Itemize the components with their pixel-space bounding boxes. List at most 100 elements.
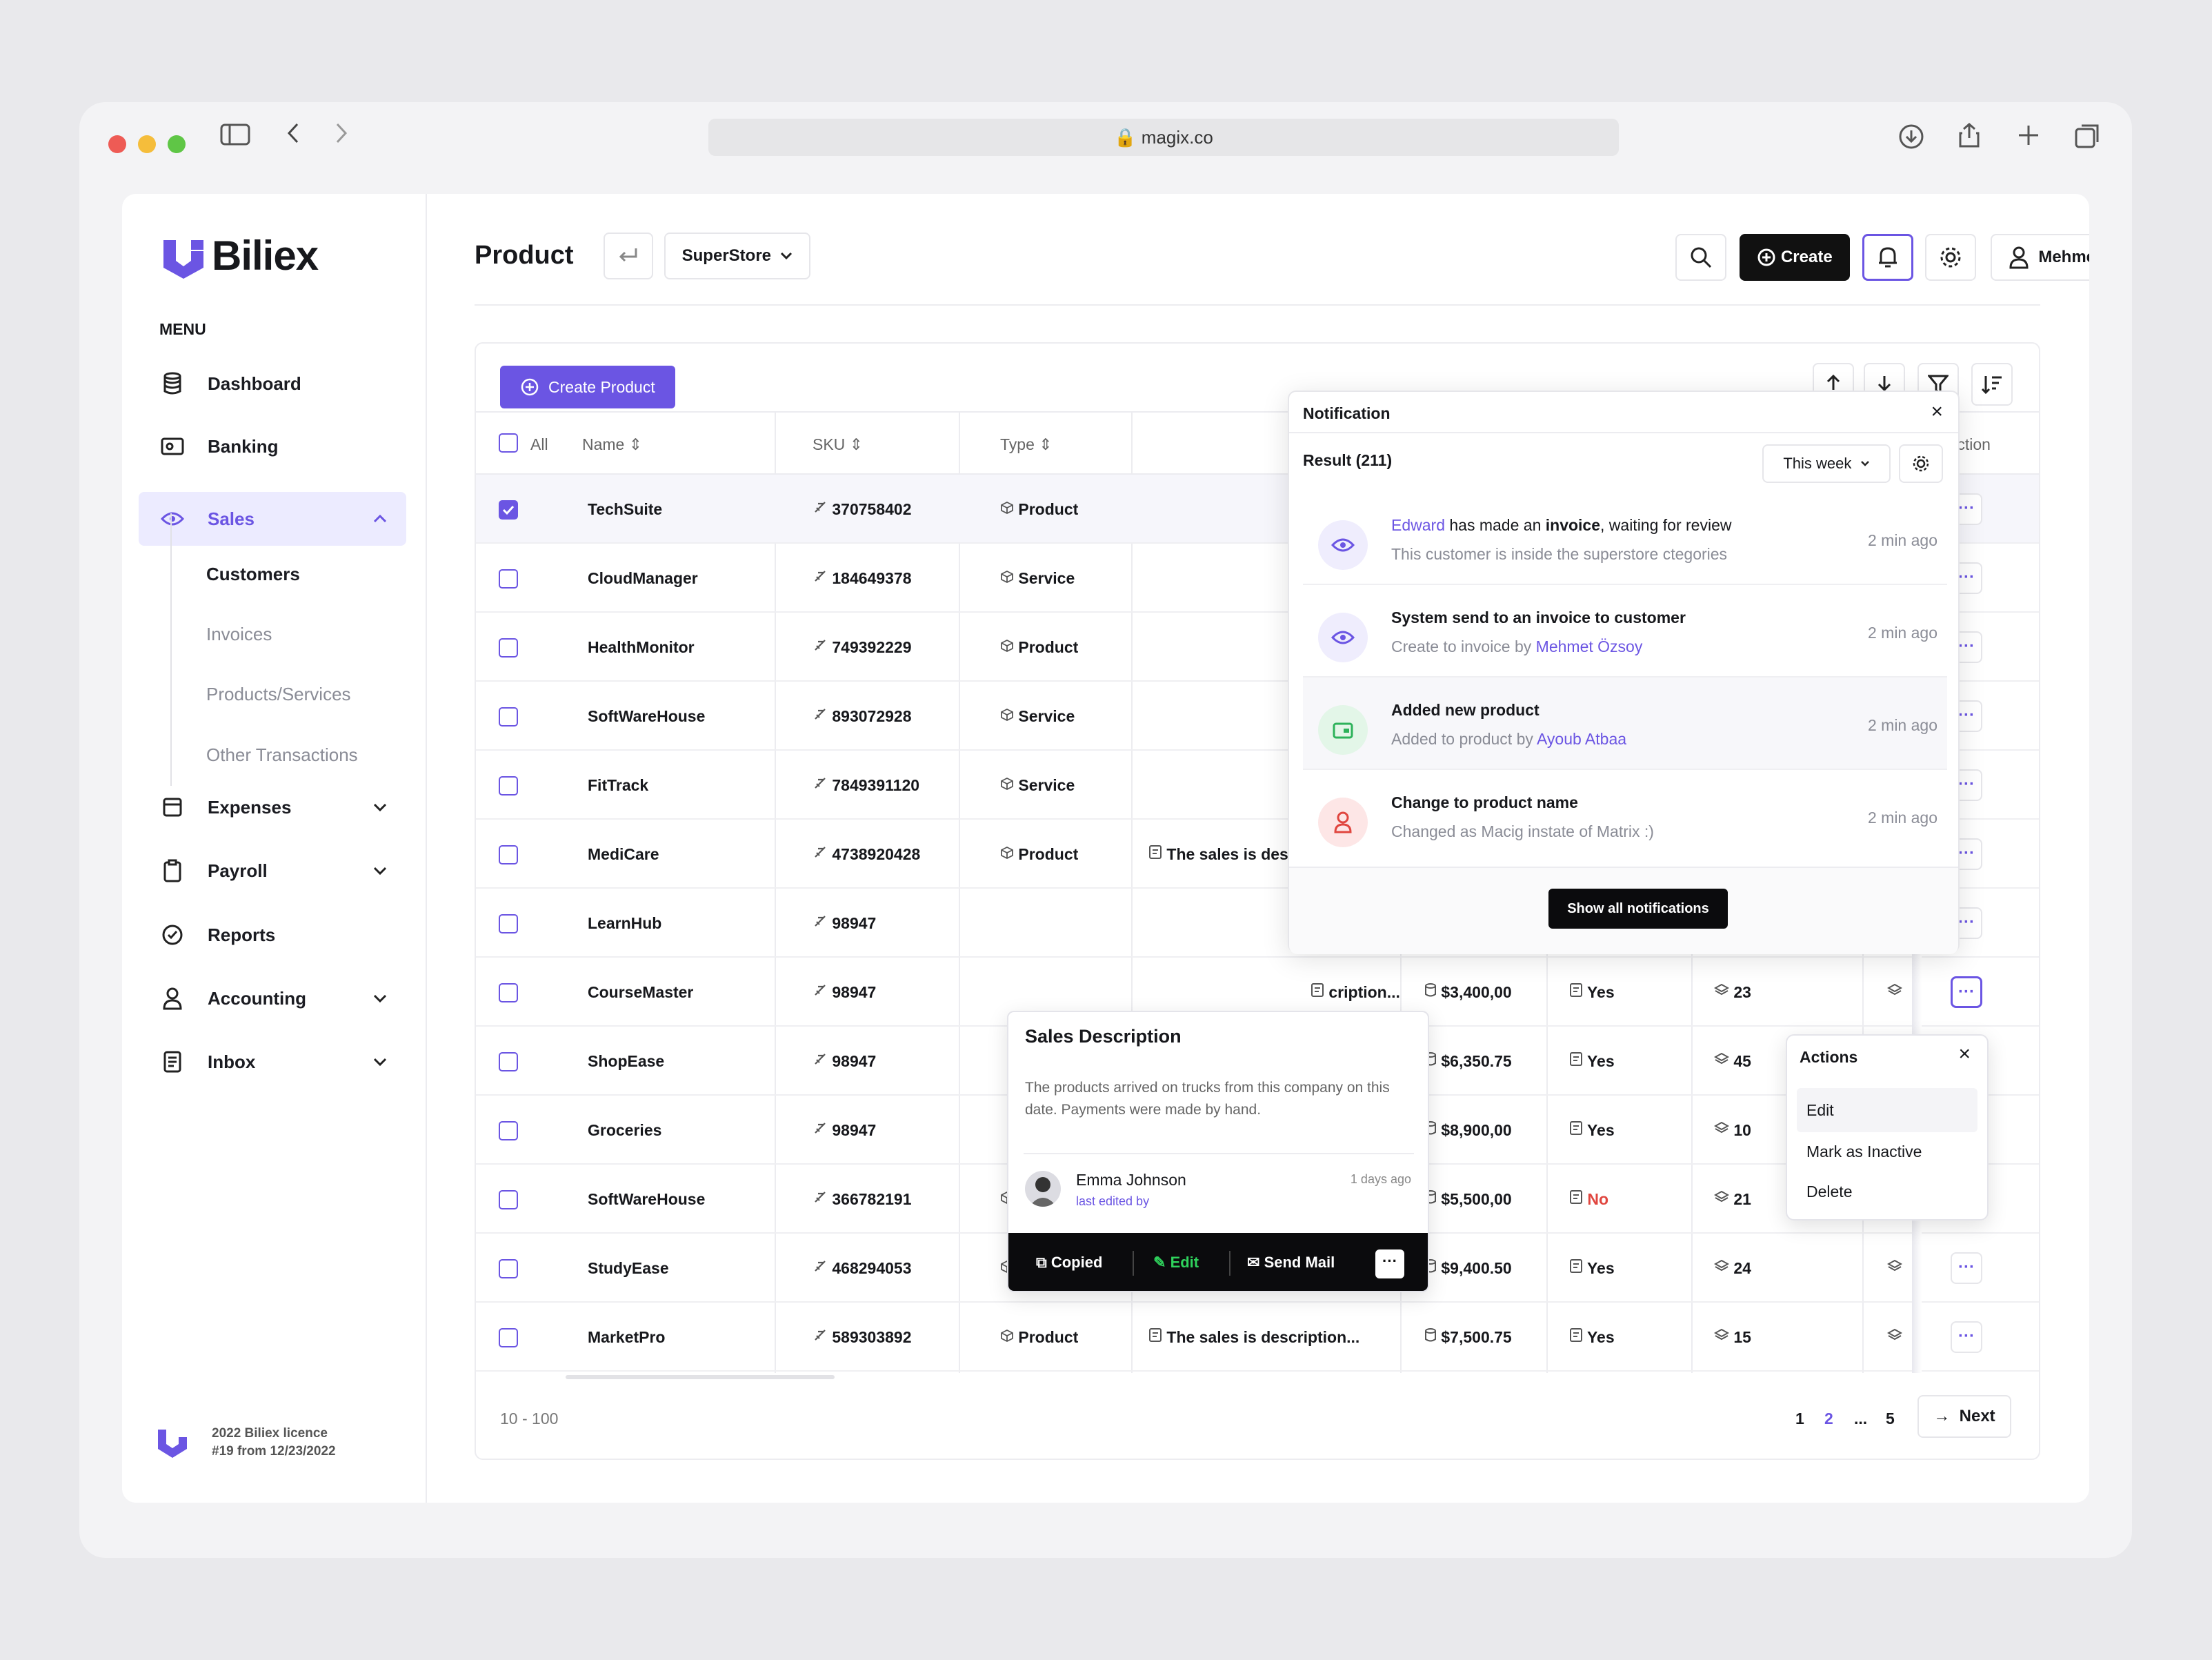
action-delete[interactable]: Delete xyxy=(1806,1183,1853,1200)
send-mail-button[interactable]: ✉ Send Mail xyxy=(1247,1254,1335,1272)
cell-description: cription... xyxy=(1328,983,1400,1001)
actor-link[interactable]: Edward xyxy=(1391,516,1445,534)
notification-settings-button[interactable] xyxy=(1899,444,1943,483)
copy-button[interactable]: ⧉ Copied xyxy=(1036,1254,1102,1272)
row-checkbox[interactable] xyxy=(499,500,518,520)
share-icon[interactable] xyxy=(1957,121,1982,155)
download-icon[interactable] xyxy=(1897,123,1925,157)
nav-sales[interactable]: Sales xyxy=(139,492,406,546)
user-link[interactable]: Mehmet Özsoy xyxy=(1535,638,1643,655)
table-row[interactable]: CloudManager 184649378 Service ··· xyxy=(476,544,2039,613)
popup-body: The products arrived on trucks from this… xyxy=(1025,1080,1390,1118)
maximize-window-button[interactable] xyxy=(168,135,186,153)
user-link[interactable]: Ayoub Atbaa xyxy=(1537,730,1627,748)
notification-button[interactable] xyxy=(1862,234,1913,281)
actions-popup: Actions × Edit Mark as Inactive Delete xyxy=(1786,1034,1989,1221)
nav-inbox[interactable]: Inbox xyxy=(139,1035,406,1089)
more-button[interactable]: ··· xyxy=(1375,1249,1404,1278)
row-checkbox[interactable] xyxy=(499,1259,518,1278)
nav-label: Accounting xyxy=(208,987,306,1009)
notification-item[interactable]: System send to an invoice to customer Cr… xyxy=(1303,585,1947,678)
create-product-button[interactable]: Create Product xyxy=(500,366,675,408)
return-button[interactable] xyxy=(604,233,653,279)
show-all-notifications-button[interactable]: Show all notifications xyxy=(1548,889,1728,929)
action-mark-inactive[interactable]: Mark as Inactive xyxy=(1806,1143,1922,1160)
close-window-button[interactable] xyxy=(108,135,126,153)
action-edit[interactable]: Edit xyxy=(1797,1088,1977,1132)
notification-item[interactable]: Change to product name Changed as Macig … xyxy=(1303,770,1947,862)
edit-button[interactable]: ✎ Edit xyxy=(1153,1254,1199,1272)
create-button[interactable]: Create xyxy=(1740,234,1850,281)
search-button[interactable] xyxy=(1675,234,1726,281)
row-checkbox[interactable] xyxy=(499,707,518,727)
notification-subtext: Added to product by Ayoub Atbaa xyxy=(1391,730,1626,749)
row-action-button[interactable]: ··· xyxy=(1951,1252,1982,1284)
row-action-button[interactable]: ··· xyxy=(1951,976,1982,1008)
new-tab-icon[interactable] xyxy=(2016,123,2041,154)
nav-payroll[interactable]: Payroll xyxy=(139,844,406,898)
table-row[interactable]: SoftWareHouse 893072928 Service ··· xyxy=(476,682,2039,751)
browser-window: 🔒 magix.co Biliex MENU Dashboard Banking… xyxy=(79,102,2132,1558)
period-select[interactable]: This week xyxy=(1762,444,1891,483)
sort-button[interactable] xyxy=(1971,363,2013,406)
notification-text: Edward has made an invoice, waiting for … xyxy=(1391,516,1731,535)
notification-item[interactable]: Added new product Added to product by Ay… xyxy=(1303,678,1947,770)
row-checkbox[interactable] xyxy=(499,914,518,933)
row-checkbox[interactable] xyxy=(499,1190,518,1209)
close-icon[interactable]: × xyxy=(1958,1043,1971,1065)
nav-accounting[interactable]: Accounting xyxy=(139,971,406,1025)
row-checkbox[interactable] xyxy=(499,1328,518,1347)
page-5[interactable]: 5 xyxy=(1886,1410,1895,1427)
row-action-button[interactable]: ··· xyxy=(1951,562,1982,594)
cell-quantity: 23 xyxy=(1733,983,1751,1001)
row-checkbox[interactable] xyxy=(499,638,518,658)
notification-item[interactable]: Edward has made an invoice, waiting for … xyxy=(1303,493,1947,585)
col-sku[interactable]: SKU ⇕ xyxy=(813,413,863,476)
next-page-button[interactable]: → Next xyxy=(1917,1395,2011,1438)
table-row[interactable]: HealthMonitor 749392229 Product ··· xyxy=(476,613,2039,682)
row-checkbox[interactable] xyxy=(499,569,518,589)
mail-icon: ✉ xyxy=(1247,1254,1260,1271)
store-select[interactable]: SuperStore xyxy=(664,233,810,279)
close-icon[interactable]: × xyxy=(1931,400,1943,423)
col-divider xyxy=(775,411,776,1373)
row-checkbox[interactable] xyxy=(499,845,518,864)
table-row[interactable]: MarketPro 589303892 Product The sales is… xyxy=(476,1303,2039,1372)
page-1[interactable]: 1 xyxy=(1795,1410,1804,1427)
row-checkbox[interactable] xyxy=(499,776,518,796)
cell-type: Service xyxy=(1018,707,1075,725)
col-name[interactable]: Name ⇕ xyxy=(582,413,642,476)
sub-products-services[interactable]: Products/Services xyxy=(206,684,351,704)
horizontal-scrollbar[interactable] xyxy=(566,1375,835,1379)
back-icon[interactable] xyxy=(285,121,301,151)
nav-expenses[interactable]: Expenses xyxy=(139,780,406,834)
nav-banking[interactable]: Banking xyxy=(139,419,406,473)
eye-icon xyxy=(1318,520,1368,570)
row-checkbox[interactable] xyxy=(499,1121,518,1140)
sub-invoices[interactable]: Invoices xyxy=(206,624,272,644)
tabs-overview-icon[interactable] xyxy=(2074,123,2102,155)
nav-label: Dashboard xyxy=(208,373,301,394)
wallet-icon xyxy=(161,435,184,458)
sidebar-toggle-icon[interactable] xyxy=(220,123,250,152)
settings-button[interactable] xyxy=(1925,234,1976,281)
select-all-checkbox[interactable] xyxy=(499,433,518,453)
box-icon xyxy=(1000,845,1014,863)
check-circle-icon xyxy=(161,923,184,947)
nav-reports[interactable]: Reports xyxy=(139,908,406,962)
sub-other-transactions[interactable]: Other Transactions xyxy=(206,744,358,765)
address-bar[interactable]: 🔒 magix.co xyxy=(708,119,1619,156)
minimize-window-button[interactable] xyxy=(138,135,156,153)
file-icon xyxy=(1569,1259,1583,1277)
row-checkbox[interactable] xyxy=(499,1052,518,1071)
sort-arrows-icon: ⇕ xyxy=(1039,435,1053,453)
forward-icon[interactable] xyxy=(333,121,350,151)
page-2[interactable]: 2 xyxy=(1824,1410,1833,1427)
row-checkbox[interactable] xyxy=(499,983,518,1002)
period-label: This week xyxy=(1783,455,1852,472)
sub-customers[interactable]: Customers xyxy=(206,564,300,584)
nav-dashboard[interactable]: Dashboard xyxy=(139,357,406,411)
col-type[interactable]: Type ⇕ xyxy=(1000,413,1053,476)
row-action-button[interactable]: ··· xyxy=(1951,1321,1982,1353)
user-menu[interactable]: Mehmet xyxy=(1991,234,2089,281)
